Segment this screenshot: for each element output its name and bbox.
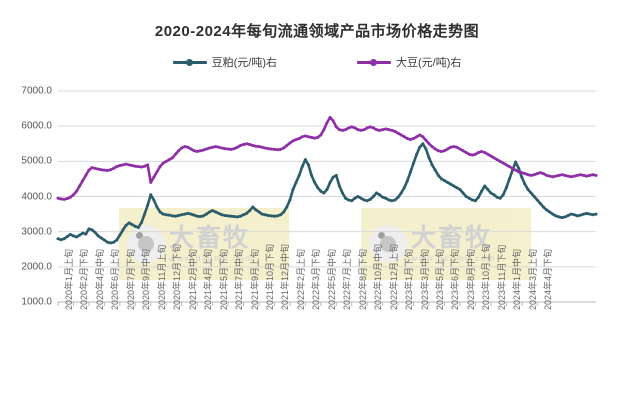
x-axis-tick: 2020年11月上旬 — [156, 244, 167, 310]
x-axis-tick: 2023年1月下旬 — [404, 248, 415, 310]
x-axis-tick: 2022年12月上旬 — [388, 243, 399, 310]
x-axis-tick: 2021年2月中旬 — [187, 248, 198, 310]
x-axis-tick: 2020年7月下旬 — [125, 248, 136, 310]
x-axis-tick: 2022年8月下旬 — [357, 248, 368, 310]
x-axis-tick: 2022年7月上旬 — [342, 248, 353, 310]
legend-label-doupo: 豆粕(元/吨)右 — [211, 57, 277, 69]
legend-marker-dadou — [357, 57, 391, 67]
x-axis-tick: 2023年6月下旬 — [450, 248, 461, 310]
y-axis-tick: 5000.0 — [21, 155, 52, 167]
x-axis-tick: 2021年5月下旬 — [218, 248, 229, 310]
x-axis-tick: 2023年3月中旬 — [419, 248, 430, 310]
y-axis-tick: 7000.0 — [21, 85, 52, 97]
x-axis-tick: 2020年1月上旬 — [64, 248, 74, 310]
x-axis-tick: 2020年2月下旬 — [79, 248, 90, 310]
x-axis-tick: 2024年1月中旬 — [512, 248, 523, 310]
legend-label-dadou: 大豆(元/吨)右 — [396, 57, 462, 69]
x-axis-tick: 2024年4月下旬 — [543, 248, 554, 310]
watermark-url: www.dxumu.com — [169, 252, 255, 263]
watermark-block-left: 大畜牧 www.dxumu.com — [119, 208, 289, 280]
chart-title: 2020-2024年每旬流通领域产品市场价格走势图 — [154, 23, 480, 40]
x-axis-tick: 2023年11月下旬 — [496, 244, 507, 310]
x-axis-tick: 2022年2月上旬 — [295, 248, 306, 310]
x-axis-tick: 2021年10月下旬 — [264, 243, 275, 310]
x-axis-tick: 2023年8月中旬 — [465, 248, 476, 310]
x-axis-tick: 2020年6月上旬 — [110, 248, 121, 310]
y-axis-tick: 1000.0 — [21, 296, 52, 308]
y-axis-tick: 3000.0 — [21, 226, 52, 238]
chart-legend: 豆粕(元/吨)右 大豆(元/吨)右 — [0, 54, 634, 70]
y-axis-tick: 2000.0 — [21, 261, 52, 273]
x-axis-tick: 2022年10月中旬 — [373, 243, 384, 310]
y-axis-tick: 4000.0 — [21, 191, 52, 202]
legend-item-doupo[interactable]: 豆粕(元/吨)右 — [172, 54, 277, 70]
watermark-brand: 大畜牧 — [169, 223, 251, 252]
watermark-brand: 大畜牧 — [411, 223, 493, 252]
legend-item-dadou[interactable]: 大豆(元/吨)右 — [357, 54, 461, 70]
x-axis-tick: 2020年9月中旬 — [141, 248, 152, 310]
watermark-url: www.dxumu.com — [411, 252, 497, 263]
x-axis-tick: 2021年7月中旬 — [234, 248, 245, 310]
x-axis-tick: 2020年12月下旬 — [172, 243, 183, 310]
y-axis-tick: 6000.0 — [21, 120, 52, 132]
x-axis-tick: 2021年9月上旬 — [249, 248, 260, 310]
legend-marker-doupo — [172, 57, 207, 67]
x-axis-tick: 2023年10月上旬 — [481, 243, 492, 310]
x-axis-tick: 2024年3月上旬 — [527, 248, 538, 310]
x-axis-tick: 2020年4月中旬 — [94, 248, 105, 310]
x-axis-tick: 2021年12月中旬 — [280, 243, 291, 310]
x-axis-tick: 2022年5月中旬 — [326, 248, 337, 310]
x-axis-tick: 2023年5月上旬 — [435, 248, 446, 310]
x-axis-tick: 2022年3月下旬 — [311, 248, 322, 310]
x-axis-tick: 2021年4月上旬 — [203, 248, 214, 310]
watermark-eye-icon — [127, 225, 165, 263]
